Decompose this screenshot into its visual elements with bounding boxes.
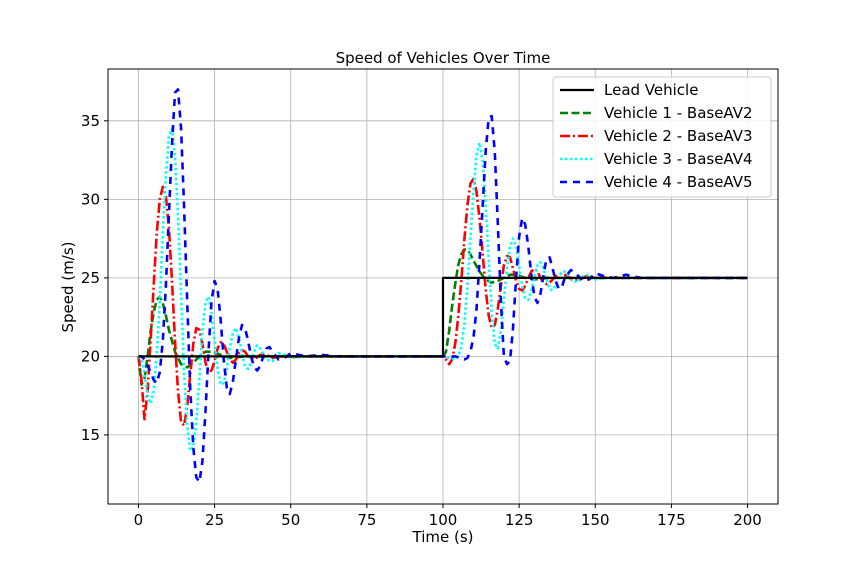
x-tick-label: 0 bbox=[134, 511, 144, 529]
x-tick-label: 200 bbox=[733, 511, 762, 529]
legend-label-lead-vehicle: Lead Vehicle bbox=[604, 81, 698, 99]
legend-label-vehicle-2: Vehicle 2 - BaseAV3 bbox=[604, 127, 753, 145]
y-tick-label: 35 bbox=[81, 112, 100, 130]
axis-ticks: 0 25 50 75 100 125 150 175 200 15 20 25 30 35 bbox=[81, 112, 762, 529]
x-tick-label: 175 bbox=[657, 511, 686, 529]
series-line-3 bbox=[137, 127, 748, 452]
x-tick-label: 125 bbox=[505, 511, 534, 529]
legend-label-vehicle-1: Vehicle 1 - BaseAV2 bbox=[604, 104, 753, 122]
x-axis-label: Time (s) bbox=[412, 528, 474, 546]
x-tick-label: 25 bbox=[205, 511, 224, 529]
legend-label-vehicle-4: Vehicle 4 - BaseAV5 bbox=[604, 173, 753, 191]
y-tick-label: 25 bbox=[81, 269, 100, 287]
y-tick-label: 30 bbox=[81, 190, 100, 208]
x-tick-label: 75 bbox=[357, 511, 376, 529]
legend-label-vehicle-3: Vehicle 3 - BaseAV4 bbox=[604, 150, 753, 168]
legend: Lead Vehicle Vehicle 1 - BaseAV2 Vehicle… bbox=[552, 76, 772, 198]
plot-lines bbox=[137, 88, 748, 484]
chart-title: Speed of Vehicles Over Time bbox=[336, 49, 551, 67]
legend-box bbox=[552, 76, 772, 198]
y-axis-label: Speed (m/s) bbox=[59, 242, 77, 333]
y-tick-label: 15 bbox=[81, 426, 100, 444]
x-tick-label: 100 bbox=[429, 511, 458, 529]
x-tick-label: 150 bbox=[581, 511, 610, 529]
x-tick-label: 50 bbox=[281, 511, 300, 529]
series-line-0 bbox=[138, 276, 748, 358]
y-tick-label: 20 bbox=[81, 347, 100, 365]
